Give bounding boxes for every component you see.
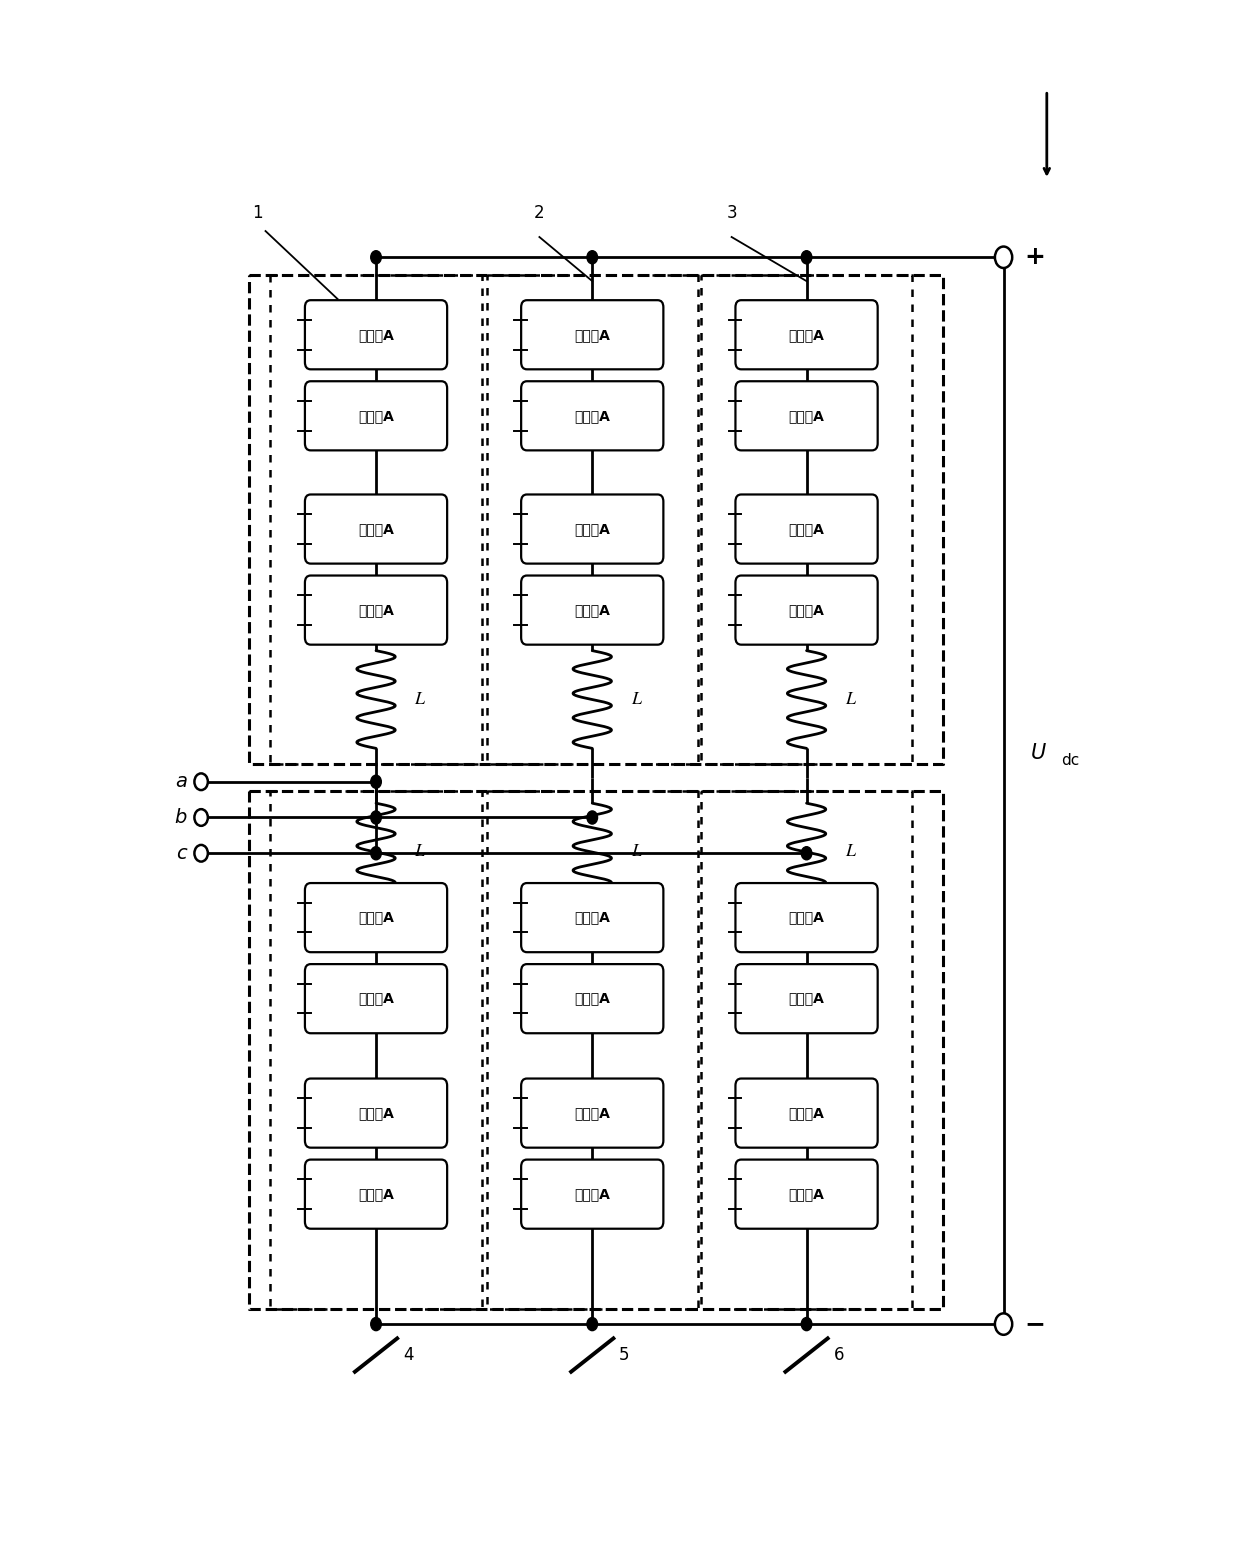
- Text: 子模块A: 子模块A: [358, 409, 394, 423]
- Text: L₄: L₄: [414, 844, 429, 861]
- Text: 子模块A: 子模块A: [574, 1107, 610, 1121]
- FancyBboxPatch shape: [305, 1159, 448, 1229]
- Text: 子模块A: 子模块A: [358, 328, 394, 342]
- Circle shape: [994, 1313, 1012, 1334]
- Circle shape: [195, 845, 208, 862]
- Circle shape: [994, 246, 1012, 268]
- Text: L₃: L₃: [844, 690, 859, 707]
- Circle shape: [587, 1317, 598, 1331]
- FancyBboxPatch shape: [735, 576, 878, 644]
- Circle shape: [371, 776, 382, 788]
- Text: 子模块A: 子模块A: [789, 992, 825, 1006]
- FancyBboxPatch shape: [521, 1079, 663, 1147]
- FancyBboxPatch shape: [735, 1159, 878, 1229]
- FancyBboxPatch shape: [521, 964, 663, 1033]
- FancyBboxPatch shape: [735, 1079, 878, 1147]
- Text: 6: 6: [833, 1347, 844, 1364]
- Circle shape: [195, 810, 208, 825]
- Circle shape: [195, 774, 208, 789]
- FancyBboxPatch shape: [735, 882, 878, 952]
- Circle shape: [371, 847, 382, 859]
- FancyBboxPatch shape: [521, 300, 663, 370]
- Text: 1: 1: [253, 204, 263, 223]
- FancyBboxPatch shape: [735, 300, 878, 370]
- Text: b: b: [175, 808, 187, 827]
- FancyBboxPatch shape: [305, 300, 448, 370]
- Text: 3: 3: [727, 204, 737, 223]
- FancyBboxPatch shape: [521, 576, 663, 644]
- Circle shape: [587, 811, 598, 824]
- Circle shape: [371, 811, 382, 824]
- Text: 子模块A: 子模块A: [789, 1187, 825, 1201]
- Text: 5: 5: [619, 1347, 630, 1364]
- Text: 子模块A: 子模块A: [358, 910, 394, 924]
- Text: 子模块A: 子模块A: [358, 1107, 394, 1121]
- FancyBboxPatch shape: [521, 882, 663, 952]
- Text: 子模块A: 子模块A: [358, 604, 394, 618]
- Circle shape: [371, 251, 382, 263]
- FancyBboxPatch shape: [305, 494, 448, 563]
- Text: 子模块A: 子模块A: [574, 522, 610, 536]
- Circle shape: [801, 1317, 812, 1331]
- FancyBboxPatch shape: [305, 964, 448, 1033]
- Text: 子模块A: 子模块A: [574, 910, 610, 924]
- Text: 子模块A: 子模块A: [358, 1187, 394, 1201]
- FancyBboxPatch shape: [305, 1079, 448, 1147]
- FancyBboxPatch shape: [305, 576, 448, 644]
- FancyBboxPatch shape: [521, 494, 663, 563]
- FancyBboxPatch shape: [735, 381, 878, 450]
- Text: +: +: [1024, 245, 1045, 269]
- Text: 子模块A: 子模块A: [574, 409, 610, 423]
- Text: 子模块A: 子模块A: [574, 992, 610, 1006]
- Circle shape: [801, 847, 812, 859]
- Text: 子模块A: 子模块A: [358, 522, 394, 536]
- Text: 子模块A: 子模块A: [574, 328, 610, 342]
- Text: $U$: $U$: [1030, 743, 1048, 763]
- Text: 子模块A: 子模块A: [574, 604, 610, 618]
- FancyBboxPatch shape: [305, 381, 448, 450]
- FancyBboxPatch shape: [305, 882, 448, 952]
- Circle shape: [371, 1317, 382, 1331]
- Text: 子模块A: 子模块A: [789, 910, 825, 924]
- Text: L₂: L₂: [631, 690, 645, 707]
- Text: −: −: [1024, 1313, 1045, 1336]
- Text: c: c: [176, 844, 187, 862]
- Circle shape: [587, 251, 598, 263]
- Text: 4: 4: [403, 1347, 413, 1364]
- Text: a: a: [175, 772, 187, 791]
- Text: L₅: L₅: [631, 844, 645, 861]
- Text: 2: 2: [534, 204, 544, 223]
- Text: 子模块A: 子模块A: [789, 1107, 825, 1121]
- Circle shape: [801, 251, 812, 263]
- Text: 子模块A: 子模块A: [789, 409, 825, 423]
- Text: 子模块A: 子模块A: [789, 328, 825, 342]
- Text: L₁: L₁: [414, 690, 429, 707]
- Text: L₆: L₆: [844, 844, 859, 861]
- FancyBboxPatch shape: [521, 381, 663, 450]
- Text: 子模块A: 子模块A: [789, 522, 825, 536]
- Text: dc: dc: [1061, 754, 1080, 768]
- Text: 子模块A: 子模块A: [358, 992, 394, 1006]
- FancyBboxPatch shape: [521, 1159, 663, 1229]
- Text: 子模块A: 子模块A: [789, 604, 825, 618]
- FancyBboxPatch shape: [735, 494, 878, 563]
- FancyBboxPatch shape: [735, 964, 878, 1033]
- Text: 子模块A: 子模块A: [574, 1187, 610, 1201]
